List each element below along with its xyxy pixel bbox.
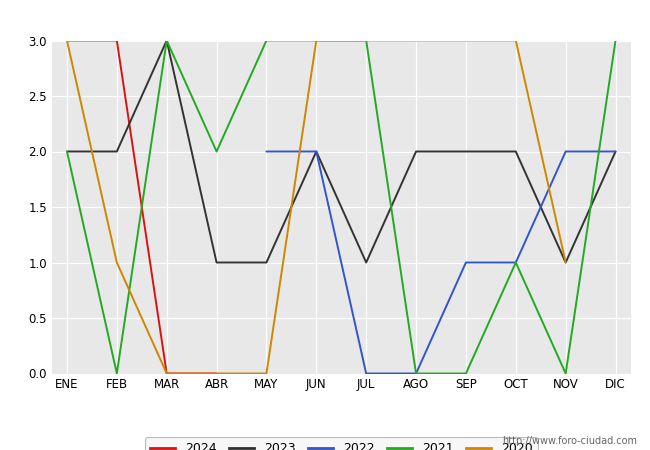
2020 [313, 38, 320, 43]
2023 [412, 149, 420, 154]
Line: 2022: 2022 [266, 152, 616, 374]
2021 [263, 38, 270, 43]
2022 [362, 371, 370, 376]
2024 [162, 371, 170, 376]
Line: 2024: 2024 [67, 40, 216, 374]
2021 [462, 371, 470, 376]
Text: http://www.foro-ciudad.com: http://www.foro-ciudad.com [502, 436, 637, 446]
2023 [462, 149, 470, 154]
2022 [612, 149, 619, 154]
2023 [63, 149, 71, 154]
2023 [213, 260, 220, 265]
2021 [612, 38, 619, 43]
2020 [213, 371, 220, 376]
2022 [562, 149, 569, 154]
2021 [113, 371, 121, 376]
2023 [113, 149, 121, 154]
Text: Matriculaciones de Vehiculos en Cardeñadijo: Matriculaciones de Vehiculos en Cardeñad… [154, 8, 496, 23]
2020 [362, 38, 370, 43]
2021 [512, 260, 520, 265]
2020 [462, 38, 470, 43]
2021 [412, 371, 420, 376]
2021 [313, 38, 320, 43]
2020 [113, 260, 121, 265]
2023 [612, 149, 619, 154]
2023 [162, 38, 170, 43]
2024 [63, 38, 71, 43]
Line: 2023: 2023 [67, 40, 616, 262]
2024 [113, 38, 121, 43]
2020 [263, 371, 270, 376]
2021 [362, 38, 370, 43]
2021 [213, 149, 220, 154]
2021 [162, 38, 170, 43]
2020 [562, 260, 569, 265]
2020 [162, 371, 170, 376]
2022 [462, 260, 470, 265]
2023 [512, 149, 520, 154]
Legend: 2024, 2023, 2022, 2021, 2020: 2024, 2023, 2022, 2021, 2020 [144, 437, 538, 450]
2022 [412, 371, 420, 376]
2021 [63, 149, 71, 154]
Line: 2020: 2020 [67, 40, 566, 374]
2021 [562, 371, 569, 376]
2020 [412, 38, 420, 43]
2022 [263, 149, 270, 154]
Line: 2021: 2021 [67, 40, 616, 374]
2023 [562, 260, 569, 265]
2024 [213, 371, 220, 376]
2023 [313, 149, 320, 154]
2023 [362, 260, 370, 265]
2022 [512, 260, 520, 265]
2020 [63, 38, 71, 43]
2022 [313, 149, 320, 154]
2023 [263, 260, 270, 265]
2020 [512, 38, 520, 43]
